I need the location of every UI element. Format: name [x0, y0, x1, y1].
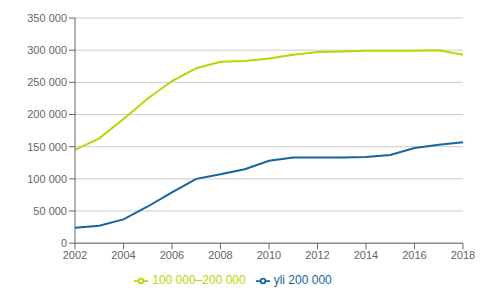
svg-text:100 000: 100 000: [27, 173, 67, 185]
svg-text:2008: 2008: [208, 249, 232, 261]
svg-text:2004: 2004: [111, 249, 135, 261]
svg-text:2006: 2006: [160, 249, 184, 261]
svg-text:150 000: 150 000: [27, 141, 67, 153]
html-text:100 000–200 000: 100 000–200 000: [152, 273, 246, 288]
svg-text:300 000: 300 000: [27, 44, 67, 56]
svg-text:2018: 2018: [451, 249, 475, 261]
svg-text:2012: 2012: [305, 249, 329, 261]
svg-text:50 000: 50 000: [33, 205, 67, 217]
svg-text:2016: 2016: [402, 249, 426, 261]
html-text:yli 200 000: yli 200 000: [273, 273, 332, 288]
svg-text:0: 0: [61, 237, 67, 249]
svg-text:200 000: 200 000: [27, 108, 67, 120]
svg-text:2010: 2010: [257, 249, 281, 261]
svg-text:250 000: 250 000: [27, 76, 67, 88]
svg-text:350 000: 350 000: [27, 12, 67, 24]
svg-text:2002: 2002: [63, 249, 87, 261]
svg-text:2014: 2014: [354, 249, 378, 261]
